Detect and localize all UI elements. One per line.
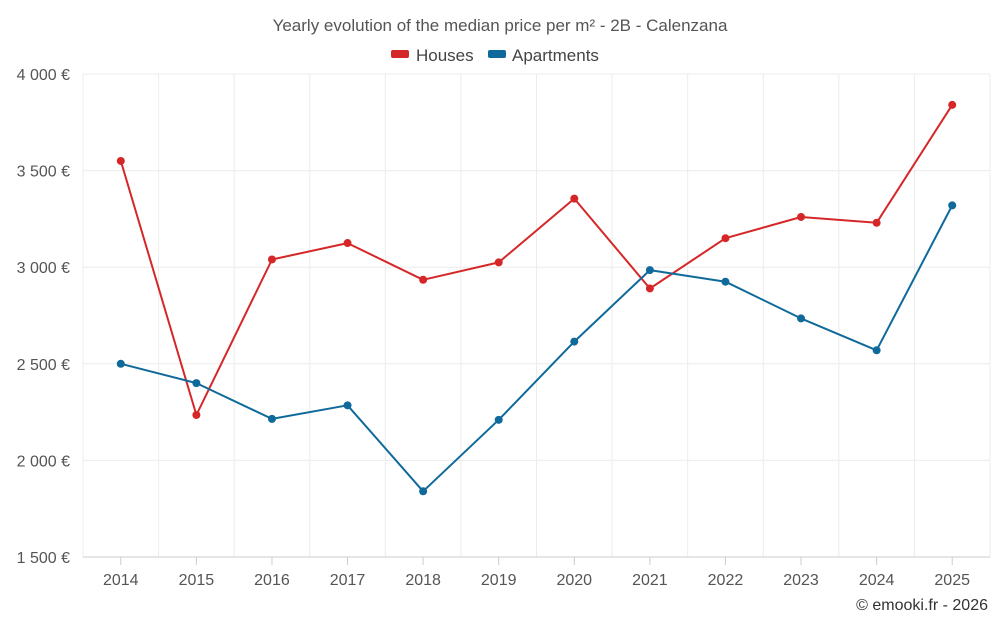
data-point-houses[interactable] xyxy=(948,100,957,109)
axes: 1 500 € 2 000 € 2 500 € 3 000 € 3 500 € 4 000… xyxy=(17,67,990,589)
data-point-apartments[interactable] xyxy=(645,266,654,275)
data-point-houses[interactable] xyxy=(570,194,579,203)
x-tick-label: 2018 xyxy=(405,572,441,589)
x-tick-label: 2020 xyxy=(556,572,592,589)
x-tick-label: 2025 xyxy=(934,572,970,589)
y-tick-label: 3 000 € xyxy=(17,260,70,277)
x-tick-label: 2021 xyxy=(632,572,668,589)
series-line-houses xyxy=(119,104,954,416)
data-point-houses[interactable] xyxy=(721,234,730,243)
data-point-apartments[interactable] xyxy=(948,201,957,210)
data-point-houses[interactable] xyxy=(116,156,125,165)
data-points xyxy=(116,100,957,496)
data-point-apartments[interactable] xyxy=(116,359,125,368)
data-point-apartments[interactable] xyxy=(192,379,201,388)
data-point-apartments[interactable] xyxy=(494,415,503,424)
legend-label-apartments[interactable]: Apartments xyxy=(512,46,599,65)
y-tick-label: 1 500 € xyxy=(17,550,70,567)
legend-label-houses[interactable]: Houses xyxy=(416,46,474,65)
grid-lines xyxy=(82,73,991,557)
legend: Houses Apartments xyxy=(391,46,599,65)
series-line-apartments xyxy=(120,204,954,493)
data-point-houses[interactable] xyxy=(267,255,276,264)
x-tick-label: 2014 xyxy=(103,572,139,589)
y-tick-label: 3 500 € xyxy=(17,164,70,181)
x-tick-label: 2016 xyxy=(254,572,290,589)
data-point-houses[interactable] xyxy=(797,212,806,221)
data-point-apartments[interactable] xyxy=(797,314,806,323)
data-point-apartments[interactable] xyxy=(343,401,352,410)
data-point-houses[interactable] xyxy=(192,410,201,419)
y-tick-label: 2 000 € xyxy=(17,453,70,470)
footer-credit: © emooki.fr - 2026 xyxy=(856,597,988,614)
data-point-apartments[interactable] xyxy=(872,346,881,355)
data-point-houses[interactable] xyxy=(872,218,881,227)
x-tick-label: 2023 xyxy=(783,572,819,589)
x-tick-label: 2019 xyxy=(481,572,517,589)
y-tick-label: 4 000 € xyxy=(17,67,70,84)
legend-swatch-houses xyxy=(391,50,409,58)
legend-swatch-apartments xyxy=(488,50,506,58)
x-tick-label: 2015 xyxy=(179,572,215,589)
data-point-houses[interactable] xyxy=(494,258,503,267)
x-tick-label: 2017 xyxy=(330,572,366,589)
data-point-apartments[interactable] xyxy=(419,487,428,496)
data-point-houses[interactable] xyxy=(343,239,352,248)
data-point-houses[interactable] xyxy=(419,275,428,284)
series-lines xyxy=(119,104,954,493)
data-point-houses[interactable] xyxy=(645,284,654,293)
x-tick-label: 2024 xyxy=(859,572,895,589)
y-tick-label: 2 500 € xyxy=(17,357,70,374)
data-point-apartments[interactable] xyxy=(570,337,579,346)
data-point-apartments[interactable] xyxy=(721,277,730,286)
chart-title: Yearly evolution of the median price per… xyxy=(273,16,728,35)
data-point-apartments[interactable] xyxy=(267,414,276,423)
x-tick-label: 2022 xyxy=(708,572,744,589)
